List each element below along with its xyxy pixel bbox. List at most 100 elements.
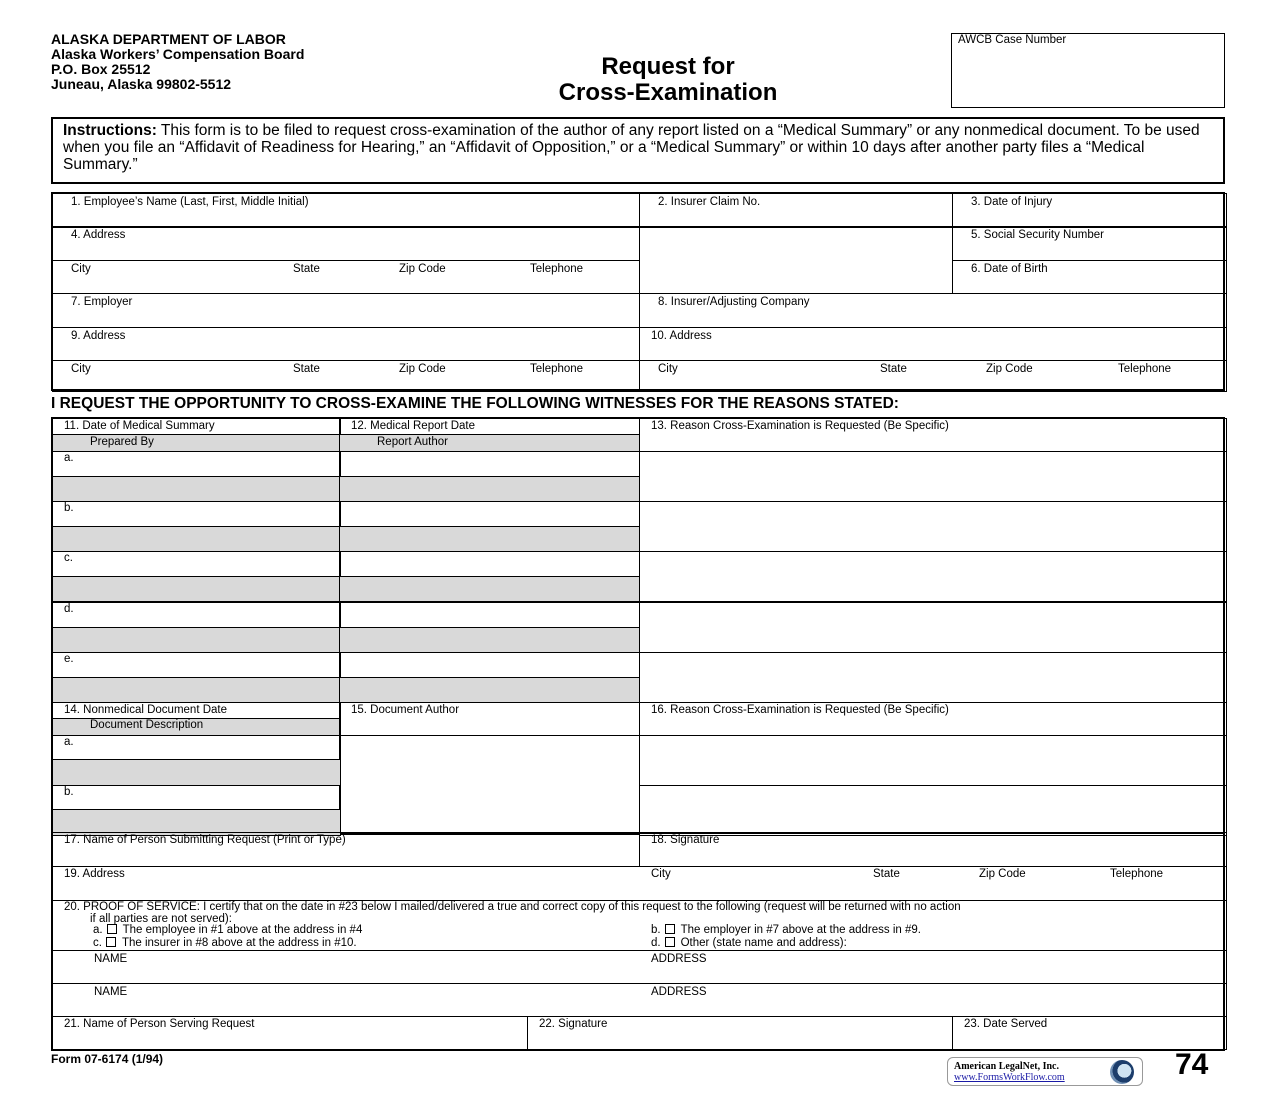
nonmedical-row-reason[interactable] xyxy=(639,785,1227,836)
medical-row-reason[interactable] xyxy=(639,451,1227,502)
nonmedical-row-date[interactable]: a. xyxy=(52,735,341,761)
option-letter: c. xyxy=(93,937,102,949)
ssn-field[interactable]: 5. Social Security Number xyxy=(952,226,1227,261)
option-label: The employer in #7 above at the address … xyxy=(680,924,921,936)
proof-of-service: 20. PROOF OF SERVICE: I certify that on … xyxy=(52,900,1227,951)
medical-row-author[interactable] xyxy=(339,626,640,653)
insurer-company-field[interactable]: 8. Insurer/Adjusting Company xyxy=(639,293,1227,328)
served-party-row[interactable]: NAME ADDRESS xyxy=(52,950,1227,984)
city-label: City xyxy=(651,868,671,880)
zip-label: Zip Code xyxy=(399,263,446,275)
case-number-field[interactable]: AWCB Case Number xyxy=(951,33,1225,108)
server-name-field[interactable]: 21. Name of Person Serving Request xyxy=(52,1016,528,1050)
medical-row-report-date[interactable] xyxy=(339,551,640,579)
medical-row-prepared-by[interactable] xyxy=(52,626,341,653)
employer-address-field[interactable]: 9. Address xyxy=(52,327,640,361)
form-title: Request for Cross-Examination xyxy=(470,54,866,106)
agency-line: ALASKA DEPARTMENT OF LABOR xyxy=(51,31,286,47)
field-label: 4. Address xyxy=(71,229,126,241)
agency-line: Alaska Workers’ Compensation Board xyxy=(51,46,305,62)
medical-row-reason[interactable] xyxy=(639,501,1227,553)
field-label: 13. Reason Cross-Examination is Requeste… xyxy=(651,420,949,432)
section-heading: I REQUEST THE OPPORTUNITY TO CROSS-EXAMI… xyxy=(51,395,899,412)
agency-block: ALASKA DEPARTMENT OF LABOR Alaska Worker… xyxy=(51,32,304,92)
medical-row-report-date[interactable] xyxy=(339,501,640,529)
title-line: Request for xyxy=(601,53,735,80)
field-label: 10. Address xyxy=(651,330,712,342)
date-served-field[interactable]: 23. Date Served xyxy=(952,1016,1227,1050)
medical-row-date[interactable]: e. xyxy=(52,651,341,679)
insurer-address-field[interactable]: 10. Address xyxy=(639,327,1227,361)
medical-row-report-date[interactable] xyxy=(339,451,640,478)
signature-field[interactable]: 18. Signature xyxy=(639,832,1227,867)
logo-url[interactable]: www.FormsWorkFlow.com xyxy=(954,1072,1065,1083)
row-letter: a. xyxy=(64,452,74,464)
medical-row-date[interactable]: b. xyxy=(52,501,341,529)
instructions-box: Instructions: This form is to be filed t… xyxy=(51,117,1225,184)
field-label: 6. Date of Birth xyxy=(971,263,1048,275)
checkbox[interactable] xyxy=(664,924,675,934)
medical-row-reason[interactable] xyxy=(639,601,1227,653)
served-party-row[interactable]: NAME ADDRESS xyxy=(52,983,1227,1017)
server-signature-field[interactable]: 22. Signature xyxy=(527,1016,953,1050)
medical-row-reason[interactable] xyxy=(639,551,1227,603)
legalnet-logo[interactable]: American LegalNet, Inc. www.FormsWorkFlo… xyxy=(947,1057,1143,1086)
field-label: 18. Signature xyxy=(651,834,720,846)
submitter-address-row[interactable]: 19. Address City State Zip Code Telephon… xyxy=(52,866,1227,901)
row-letter: b. xyxy=(64,502,74,515)
row-letter: e. xyxy=(64,652,74,665)
field-label: 3. Date of Injury xyxy=(971,196,1053,208)
medical-row-date[interactable]: c. xyxy=(52,551,341,579)
medical-row-prepared-by[interactable] xyxy=(52,576,341,603)
document-author-header: 15. Document Author xyxy=(339,702,640,736)
insurer-claim-field[interactable]: 2. Insurer Claim No. xyxy=(639,193,953,228)
employer-field[interactable]: 7. Employer xyxy=(52,293,640,328)
option-c[interactable]: c. The insurer in #8 above at the address… xyxy=(93,937,357,949)
medical-row-date[interactable]: d. xyxy=(52,601,341,629)
medical-row-author[interactable] xyxy=(339,526,640,553)
nonmedical-row-date[interactable]: b. xyxy=(52,785,341,811)
employee-city-row[interactable]: City State Zip Code Telephone xyxy=(52,260,640,294)
document-author-input[interactable] xyxy=(339,735,640,835)
employee-name-field[interactable]: 1. Employee’s Name (Last, First, Middle … xyxy=(52,193,640,228)
option-label: The insurer in #8 above at the address i… xyxy=(121,937,357,949)
field-label: 7. Employer xyxy=(71,296,133,308)
medical-row-prepared-by[interactable] xyxy=(52,476,341,502)
medical-row-report-date[interactable] xyxy=(339,651,640,679)
medical-row-author[interactable] xyxy=(339,676,640,703)
medical-row-reason[interactable] xyxy=(639,651,1227,703)
telephone-label: Telephone xyxy=(1118,363,1172,375)
checkbox[interactable] xyxy=(664,937,675,947)
checkbox[interactable] xyxy=(106,924,117,934)
city-label: City xyxy=(658,363,678,375)
witness-section: 11. Date of Medical Summary Prepared By 12… xyxy=(51,417,1227,836)
medical-row-prepared-by[interactable] xyxy=(52,676,341,703)
field-label: 11. Date of Medical Summary xyxy=(64,420,215,432)
nonmedical-row-description[interactable] xyxy=(52,809,341,836)
case-number-label: AWCB Case Number xyxy=(958,34,1067,46)
option-a[interactable]: a. The employee in #1 above at the addres… xyxy=(93,924,362,936)
insurer-city-row[interactable]: City State Zip Code Telephone xyxy=(639,360,1227,392)
dob-field[interactable]: 6. Date of Birth xyxy=(952,260,1227,294)
medical-row-prepared-by[interactable] xyxy=(52,526,341,553)
employer-city-row[interactable]: City State Zip Code Telephone xyxy=(52,360,640,392)
option-letter: b. xyxy=(651,924,661,936)
state-label: State xyxy=(873,868,900,880)
nonmedical-row-reason[interactable] xyxy=(639,735,1227,786)
medical-row-author[interactable] xyxy=(339,576,640,603)
proof-text: if all parties are not served): xyxy=(90,913,232,925)
option-d[interactable]: d. Other (state name and address): xyxy=(651,937,847,949)
title-line: Cross-Examination xyxy=(558,79,778,106)
field-label: 17. Name of Person Submitting Request (P… xyxy=(64,834,346,846)
medical-row-report-date[interactable] xyxy=(339,601,640,629)
nonmedical-row-description[interactable] xyxy=(52,759,341,786)
medical-row-date[interactable]: a. xyxy=(52,451,341,478)
medical-row-author[interactable] xyxy=(339,476,640,502)
option-label: The employee in #1 above at the address … xyxy=(122,924,363,936)
submitter-name-field[interactable]: 17. Name of Person Submitting Request (P… xyxy=(52,832,640,867)
date-of-injury-field[interactable]: 3. Date of Injury xyxy=(952,193,1227,228)
employee-address-field[interactable]: 4. Address xyxy=(52,226,640,261)
telephone-label: Telephone xyxy=(1110,868,1164,880)
checkbox[interactable] xyxy=(105,937,116,947)
option-b[interactable]: b. The employer in #7 above at the addres… xyxy=(651,924,921,936)
